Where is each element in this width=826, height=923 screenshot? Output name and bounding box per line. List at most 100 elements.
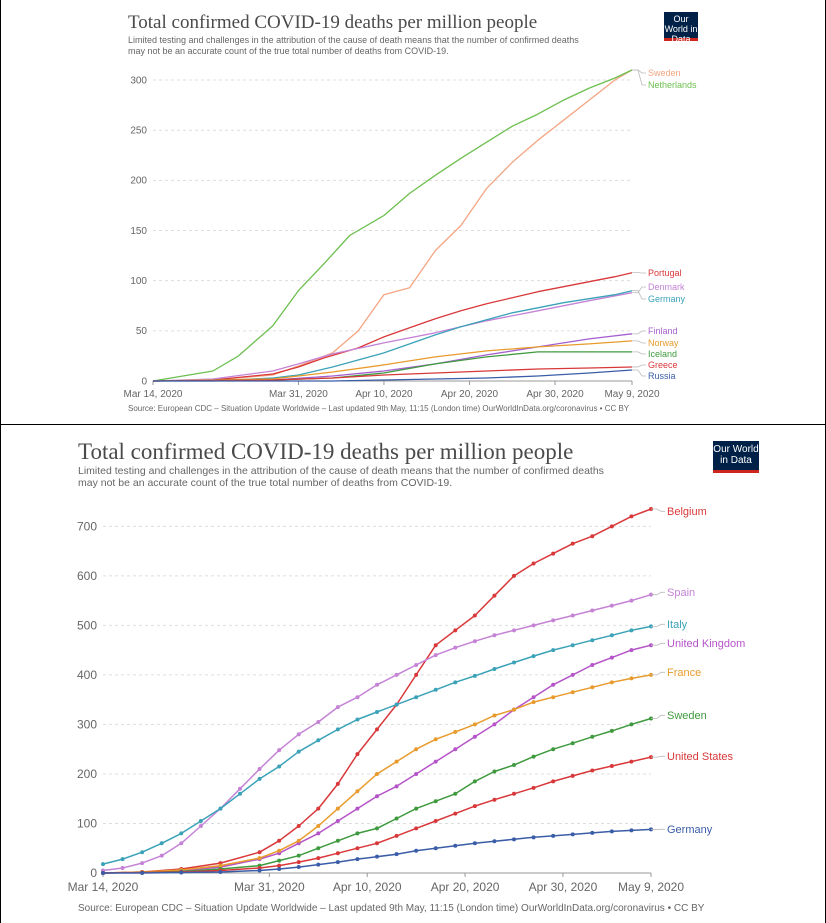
data-point[interactable] [355,717,359,721]
data-point[interactable] [277,867,281,871]
data-point[interactable] [512,708,516,712]
data-point[interactable] [453,844,457,848]
data-point[interactable] [532,654,536,658]
data-point[interactable] [140,871,144,875]
series-label[interactable]: Iceland [648,349,677,359]
data-point[interactable] [179,831,183,835]
data-point[interactable] [277,748,281,752]
data-point[interactable] [610,524,614,528]
data-point[interactable] [473,674,477,678]
data-point[interactable] [434,643,438,647]
data-point[interactable] [453,747,457,751]
data-point[interactable] [590,685,594,689]
data-point[interactable] [375,855,379,859]
data-point[interactable] [492,633,496,637]
data-point[interactable] [238,792,242,796]
data-point[interactable] [375,794,379,798]
data-point[interactable] [101,871,105,875]
data-point[interactable] [336,839,340,843]
data-point[interactable] [532,700,536,704]
data-point[interactable] [532,695,536,699]
data-point[interactable] [551,747,555,751]
data-point[interactable] [434,760,438,764]
data-point[interactable] [414,747,418,751]
data-point[interactable] [336,851,340,855]
data-point[interactable] [297,732,301,736]
data-point[interactable] [316,738,320,742]
data-point[interactable] [297,865,301,869]
data-point[interactable] [590,534,594,538]
data-point[interactable] [453,628,457,632]
data-point[interactable] [453,812,457,816]
data-point[interactable] [473,722,477,726]
data-point[interactable] [453,646,457,650]
data-point[interactable] [453,680,457,684]
data-point[interactable] [571,832,575,836]
series-label[interactable]: Belgium [667,506,707,518]
data-point[interactable] [492,594,496,598]
data-point[interactable] [316,863,320,867]
data-point[interactable] [316,831,320,835]
data-point[interactable] [492,714,496,718]
data-point[interactable] [551,834,555,838]
data-point[interactable] [179,841,183,845]
data-point[interactable] [355,807,359,811]
data-point[interactable] [140,861,144,865]
data-point[interactable] [610,633,614,637]
series-line-germany[interactable] [103,829,651,873]
data-point[interactable] [414,695,418,699]
series-label[interactable]: Russia [648,371,676,381]
series-label[interactable]: Finland [648,326,678,336]
data-point[interactable] [629,676,633,680]
data-point[interactable] [258,856,262,860]
data-point[interactable] [610,680,614,684]
data-point[interactable] [336,705,340,709]
data-point[interactable] [179,871,183,875]
data-point[interactable] [395,817,399,821]
data-point[interactable] [414,807,418,811]
data-point[interactable] [160,854,164,858]
data-point[interactable] [434,688,438,692]
data-point[interactable] [473,735,477,739]
series-label[interactable]: United Kingdom [667,638,745,650]
data-point[interactable] [434,737,438,741]
data-point[interactable] [414,772,418,776]
series-label[interactable]: Italy [667,619,688,631]
data-point[interactable] [258,850,262,854]
data-point[interactable] [512,661,516,665]
data-point[interactable] [492,667,496,671]
series-label[interactable]: Spain [667,587,695,599]
data-point[interactable] [434,799,438,803]
data-point[interactable] [532,623,536,627]
data-point[interactable] [629,828,633,832]
data-point[interactable] [218,870,222,874]
series-line-denmark[interactable] [153,293,632,381]
data-point[interactable] [355,857,359,861]
series-label[interactable]: Denmark [648,282,685,292]
data-point[interactable] [395,852,399,856]
data-point[interactable] [375,841,379,845]
data-point[interactable] [355,831,359,835]
data-point[interactable] [512,574,516,578]
data-point[interactable] [512,763,516,767]
data-point[interactable] [590,831,594,835]
data-point[interactable] [492,769,496,773]
data-point[interactable] [492,839,496,843]
data-point[interactable] [316,846,320,850]
data-point[interactable] [375,683,379,687]
series-line-belgium[interactable] [103,509,651,873]
data-point[interactable] [532,786,536,790]
data-point[interactable] [590,638,594,642]
data-point[interactable] [277,864,281,868]
data-point[interactable] [355,695,359,699]
data-point[interactable] [355,846,359,850]
series-line-united-kingdom[interactable] [103,645,651,873]
series-label[interactable]: Netherlands [648,80,697,90]
data-point[interactable] [610,729,614,733]
data-point[interactable] [199,824,203,828]
data-point[interactable] [473,841,477,845]
data-point[interactable] [590,609,594,613]
data-point[interactable] [512,792,516,796]
data-point[interactable] [473,639,477,643]
data-point[interactable] [297,860,301,864]
